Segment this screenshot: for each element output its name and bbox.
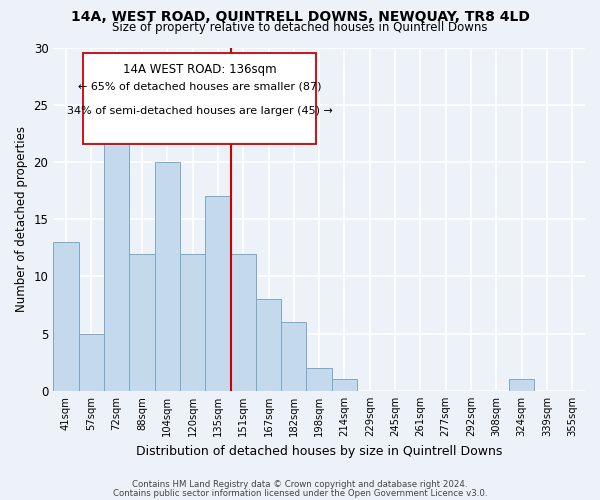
Bar	[230, 254, 256, 391]
Text: 14A WEST ROAD: 136sqm: 14A WEST ROAD: 136sqm	[122, 63, 277, 76]
Text: 14A, WEST ROAD, QUINTRELL DOWNS, NEWQUAY, TR8 4LD: 14A, WEST ROAD, QUINTRELL DOWNS, NEWQUAY…	[71, 10, 529, 24]
Bar	[155, 162, 180, 391]
Bar	[129, 254, 155, 391]
Bar	[281, 322, 307, 391]
Text: ← 65% of detached houses are smaller (87): ← 65% of detached houses are smaller (87…	[78, 82, 321, 92]
Bar	[332, 380, 357, 391]
Text: Size of property relative to detached houses in Quintrell Downs: Size of property relative to detached ho…	[112, 22, 488, 35]
FancyBboxPatch shape	[83, 52, 316, 144]
Text: 34% of semi-detached houses are larger (45) →: 34% of semi-detached houses are larger (…	[67, 106, 332, 116]
Text: Contains public sector information licensed under the Open Government Licence v3: Contains public sector information licen…	[113, 488, 487, 498]
Y-axis label: Number of detached properties: Number of detached properties	[15, 126, 28, 312]
Bar	[307, 368, 332, 391]
Bar	[104, 104, 129, 391]
Bar	[509, 380, 535, 391]
Bar	[205, 196, 230, 391]
Text: Contains HM Land Registry data © Crown copyright and database right 2024.: Contains HM Land Registry data © Crown c…	[132, 480, 468, 489]
Bar	[180, 254, 205, 391]
Bar	[79, 334, 104, 391]
Bar	[53, 242, 79, 391]
X-axis label: Distribution of detached houses by size in Quintrell Downs: Distribution of detached houses by size …	[136, 444, 502, 458]
Bar	[256, 300, 281, 391]
